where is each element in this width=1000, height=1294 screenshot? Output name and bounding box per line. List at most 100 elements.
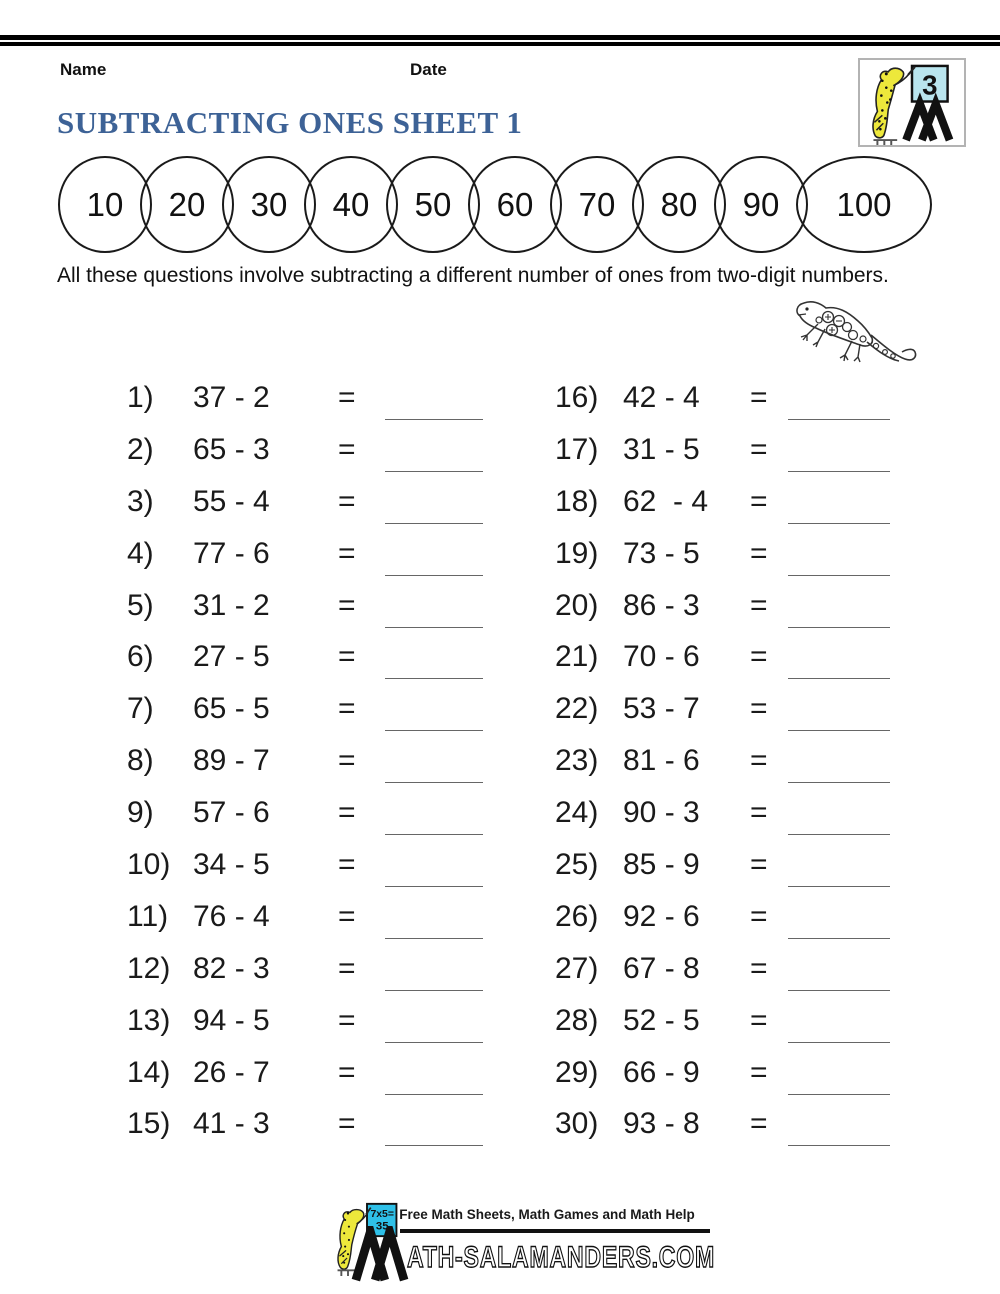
problem-row: 21) 70 - 6 =: [555, 631, 945, 683]
number-track: 10 20 30 40 50 60 70 80 90 100: [58, 156, 932, 253]
problem-number: 14): [127, 1055, 171, 1089]
equals-sign: =: [338, 1003, 356, 1037]
equals-sign: =: [750, 536, 768, 570]
answer-line: [788, 782, 890, 784]
problems-column-right: 16) 42 - 4 = 17) 31 - 5 = 18) 62 - 4 = 19) 73 -…: [555, 372, 945, 1150]
answer-line: [788, 574, 890, 576]
spotted-salamander-icon: [796, 301, 917, 363]
problem-number: 22): [555, 692, 599, 726]
problem-number: 29): [555, 1055, 599, 1089]
problem-expression: 53 - 7: [623, 692, 700, 726]
date-label: Date: [410, 60, 447, 79]
answer-line: [385, 574, 483, 576]
equals-sign: =: [338, 588, 356, 622]
problem-number: 6): [127, 640, 154, 674]
equals-sign: =: [338, 899, 356, 933]
equals-sign: =: [338, 1107, 356, 1141]
problem-expression: 37 - 2: [193, 381, 270, 414]
answer-line: [385, 1041, 483, 1043]
equals-sign: =: [338, 536, 356, 570]
problem-number: 25): [555, 848, 599, 882]
problem-row: 24) 90 - 3 =: [555, 787, 945, 839]
problem-row: 30) 93 - 8 =: [555, 1098, 945, 1150]
number-oval: 80: [632, 156, 726, 253]
instructions-text: All these questions involve subtracting …: [57, 264, 889, 287]
problem-number: 13): [127, 1003, 171, 1037]
number-oval: 10: [58, 156, 152, 253]
problem-number: 20): [555, 588, 599, 622]
answer-line: [385, 937, 483, 939]
footer-rule: [400, 1229, 710, 1233]
answer-line: [385, 989, 483, 991]
problem-row: 2) 65 - 3 =: [127, 424, 517, 476]
problem-expression: 82 - 3: [193, 951, 270, 985]
problem-expression: 42 - 4: [623, 381, 700, 414]
answer-line: [788, 989, 890, 991]
problem-expression: 41 - 3: [193, 1107, 270, 1141]
problem-expression: 27 - 5: [193, 640, 270, 674]
problem-row: 25) 85 - 9 =: [555, 839, 945, 891]
equals-sign: =: [338, 1055, 356, 1089]
equals-sign: =: [338, 951, 356, 985]
equals-sign: =: [750, 899, 768, 933]
answer-line: [385, 730, 483, 732]
top-double-rule: [0, 35, 1000, 46]
level-badge: 3: [922, 70, 937, 101]
problem-number: 2): [127, 432, 154, 466]
problem-expression: 93 - 8: [623, 1107, 700, 1141]
number-oval: 50: [386, 156, 480, 253]
problem-row: 9) 57 - 6 =: [127, 787, 517, 839]
equals-sign: =: [750, 432, 768, 466]
equals-sign: =: [338, 692, 356, 726]
answer-line: [788, 470, 890, 472]
problem-row: 14) 26 - 7 =: [127, 1047, 517, 1099]
answer-line: [385, 1093, 483, 1095]
answer-line: [788, 730, 890, 732]
equals-sign: =: [750, 588, 768, 622]
answer-line: [788, 1145, 890, 1147]
answer-line: [385, 886, 483, 888]
answer-line: [788, 678, 890, 680]
answer-line: [385, 678, 483, 680]
problem-expression: 67 - 8: [623, 951, 700, 985]
problem-number: 11): [127, 899, 169, 933]
problem-expression: 94 - 5: [193, 1003, 270, 1037]
salamander-writing-3-icon: 3: [872, 64, 954, 145]
problem-expression: 65 - 3: [193, 432, 270, 466]
problem-row: 12) 82 - 3 =: [127, 943, 517, 995]
problem-expression: 85 - 9: [623, 848, 700, 882]
problem-number: 1): [127, 381, 154, 414]
answer-line: [385, 522, 483, 524]
answer-line: [788, 886, 890, 888]
answer-line: [788, 1041, 890, 1043]
problem-row: 15) 41 - 3 =: [127, 1098, 517, 1150]
answer-line: [385, 470, 483, 472]
problem-number: 23): [555, 744, 599, 778]
problem-number: 18): [555, 484, 599, 518]
problem-number: 8): [127, 744, 154, 778]
problem-number: 17): [555, 432, 599, 466]
problem-row: 8) 89 - 7 =: [127, 735, 517, 787]
problem-row: 3) 55 - 4 =: [127, 476, 517, 528]
problem-expression: 77 - 6: [193, 536, 270, 570]
answer-line: [788, 522, 890, 524]
problem-expression: 81 - 6: [623, 744, 700, 778]
answer-line: [385, 1145, 483, 1147]
equals-sign: =: [750, 1003, 768, 1037]
problem-row: 13) 94 - 5 =: [127, 995, 517, 1047]
problem-row: 17) 31 - 5 =: [555, 424, 945, 476]
equals-sign: =: [750, 692, 768, 726]
problem-number: 4): [127, 536, 154, 570]
problem-row: 27) 67 - 8 =: [555, 943, 945, 995]
problem-row: 1) 37 - 2 =: [127, 372, 517, 424]
problem-row: 11) 76 - 4 =: [127, 891, 517, 943]
answer-line: [385, 834, 483, 836]
equals-sign: =: [750, 796, 768, 830]
problem-row: 4) 77 - 6 =: [127, 528, 517, 580]
problem-expression: 92 - 6: [623, 899, 700, 933]
problem-number: 19): [555, 536, 599, 570]
problem-expression: 70 - 6: [623, 640, 700, 674]
problem-expression: 66 - 9: [623, 1055, 700, 1089]
problem-number: 30): [555, 1107, 599, 1141]
